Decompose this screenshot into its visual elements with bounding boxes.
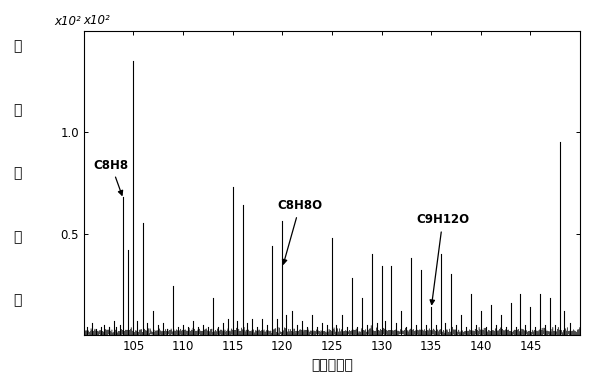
Text: x10²: x10² [54, 15, 81, 28]
Text: 流: 流 [14, 166, 22, 180]
Text: 强: 强 [14, 230, 22, 244]
Text: C9H12O: C9H12O [416, 213, 469, 305]
Text: C8H8O: C8H8O [277, 199, 322, 264]
Text: 度: 度 [14, 293, 22, 307]
Text: 离: 离 [14, 39, 22, 53]
Text: C8H8: C8H8 [94, 159, 129, 195]
X-axis label: 离子核质比: 离子核质比 [311, 358, 353, 372]
Text: 子: 子 [14, 103, 22, 117]
Text: x10²: x10² [84, 14, 111, 27]
